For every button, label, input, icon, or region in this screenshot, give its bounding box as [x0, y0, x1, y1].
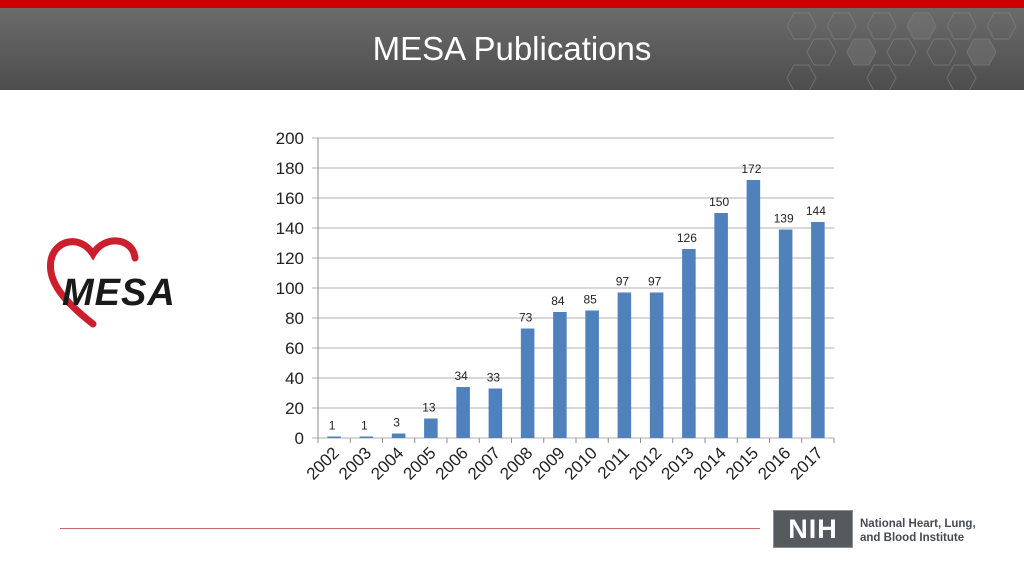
- x-tick-label: 2011: [594, 443, 633, 482]
- x-tick-label: 2004: [367, 443, 407, 483]
- y-tick-label: 200: [276, 129, 304, 148]
- bar-2012: [649, 292, 664, 438]
- y-tick-label: 180: [276, 159, 304, 178]
- x-tick-label: 2010: [561, 443, 601, 483]
- data-label-2011: 97: [616, 275, 630, 289]
- bar-2004: [391, 433, 406, 438]
- data-label-2003: 1: [361, 419, 368, 433]
- data-label-2002: 1: [329, 419, 336, 433]
- bar-2002: [327, 436, 341, 438]
- mesa-logo-text: MESA: [62, 272, 176, 314]
- y-axis-ticks: 0 20 40 60 80 100 120 140 160 180 200: [276, 129, 304, 448]
- nih-logo: NIH: [773, 510, 853, 548]
- data-label-2007: 33: [487, 371, 501, 385]
- bar-2003: [359, 436, 374, 438]
- x-tick-label: 2005: [400, 443, 440, 483]
- data-label-2006: 34: [454, 369, 468, 383]
- y-tick-label: 20: [285, 399, 304, 418]
- x-tick-label: 2017: [787, 443, 827, 483]
- x-axis-ticks: 2002200320042005200620072008200920102011…: [303, 443, 827, 483]
- x-tick-label: 2013: [658, 443, 698, 483]
- x-tick-label: 2007: [464, 443, 504, 483]
- nih-institute-name: National Heart, Lung, and Blood Institut…: [860, 517, 976, 545]
- y-tick-label: 60: [285, 339, 304, 358]
- bar-2011: [617, 292, 632, 438]
- data-label-2010: 85: [583, 293, 597, 307]
- nih-institute-line2: and Blood Institute: [860, 532, 965, 544]
- bar-2009: [553, 312, 567, 438]
- data-label-2004: 3: [393, 416, 400, 430]
- footer-divider: [60, 528, 760, 529]
- data-label-2009: 84: [551, 294, 565, 308]
- data-label-2008: 73: [519, 311, 533, 325]
- bar-2010: [585, 310, 599, 438]
- y-tick-label: 0: [295, 429, 304, 448]
- y-tick-label: 120: [276, 249, 304, 268]
- x-tick-label: 2016: [754, 443, 794, 483]
- bar-2017: [811, 222, 825, 438]
- x-tick-label: 2015: [722, 443, 762, 483]
- bar-2006: [456, 387, 470, 438]
- y-tick-label: 40: [285, 369, 304, 388]
- top-accent-bar: [0, 0, 1024, 8]
- x-tick-label: 2009: [529, 443, 569, 483]
- bar-2013: [682, 249, 696, 438]
- data-label-2013: 126: [677, 231, 697, 245]
- y-tick-label: 100: [276, 279, 304, 298]
- data-label-2012: 97: [648, 275, 662, 289]
- bar-2014: [714, 213, 728, 438]
- data-label-2017: 144: [806, 204, 826, 218]
- data-label-2014: 150: [709, 195, 729, 209]
- bars: [327, 180, 825, 438]
- bar-2005: [424, 418, 438, 438]
- nih-institute-line1: National Heart, Lung,: [860, 518, 976, 530]
- data-label-2016: 139: [774, 212, 794, 226]
- x-tick-label: 2008: [496, 443, 536, 483]
- bar-2007: [488, 388, 503, 438]
- slide-header: MESA Publications: [0, 8, 1024, 90]
- bar-2008: [520, 328, 535, 438]
- y-tick-label: 80: [285, 309, 304, 328]
- x-tick-label: 2014: [690, 443, 730, 483]
- page-title: MESA Publications: [372, 30, 652, 67]
- x-tick-label: 2002: [303, 443, 343, 483]
- hexagon-pattern-decoration: [786, 12, 1017, 90]
- x-tick-label: 2006: [432, 443, 472, 483]
- bar-2016: [778, 229, 793, 438]
- data-label-2015: 172: [741, 162, 761, 176]
- y-tick-label: 160: [276, 189, 304, 208]
- x-tick-label: 2012: [625, 443, 665, 483]
- y-tick-label: 140: [276, 219, 304, 238]
- mesa-heart-logo: [46, 237, 139, 328]
- bar-2015: [746, 180, 761, 438]
- data-label-2005: 13: [422, 401, 436, 415]
- x-tick-label: 2003: [335, 443, 375, 483]
